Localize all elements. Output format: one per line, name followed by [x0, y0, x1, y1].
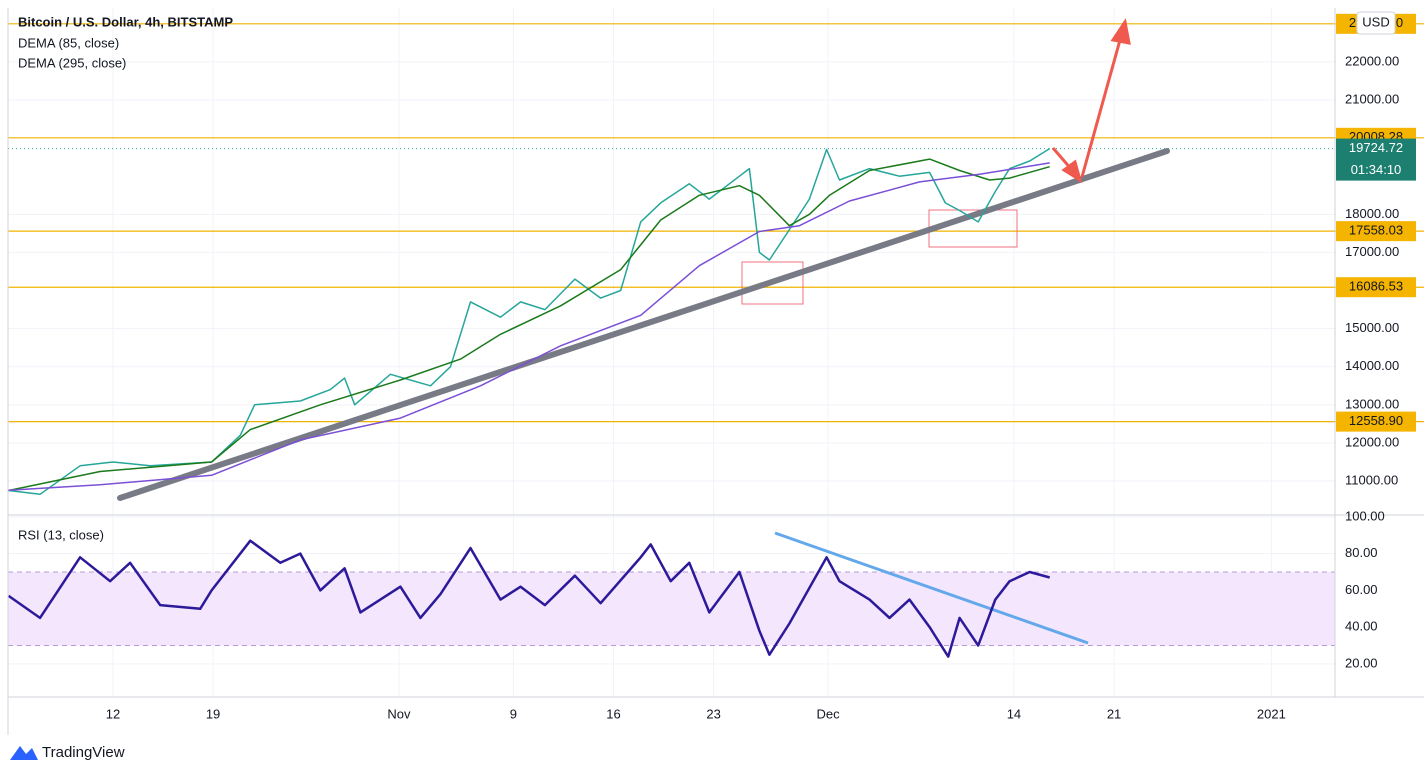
y-tick-label: 11000.00: [1345, 472, 1398, 487]
countdown: 01:34:10: [1351, 162, 1402, 177]
y-tick-label: 18000.00: [1345, 206, 1399, 221]
last-price: 19724.72: [1349, 140, 1403, 155]
y-tick-label: 15000.00: [1345, 320, 1399, 335]
rsi-trend-line: [774, 531, 1089, 645]
y-tick-label: 13000.00: [1345, 396, 1399, 411]
highlight-box: [741, 261, 804, 305]
level-label: 12558.90: [1349, 413, 1403, 428]
x-tick-label: 2021: [1257, 706, 1286, 721]
y-tick-label: 60.00: [1345, 582, 1378, 597]
line-series: [8, 158, 1050, 492]
y-tick-label: 100.00: [1345, 508, 1385, 523]
level-label: 16086.53: [1349, 279, 1403, 294]
logo: [10, 746, 38, 760]
y-tick-label: 22000.00: [1345, 53, 1399, 68]
x-tick-label: Nov: [387, 706, 411, 721]
x-tick-label: 16: [606, 706, 620, 721]
y-tick-label: 14000.00: [1345, 358, 1399, 373]
level-label-bg: [1336, 411, 1416, 432]
line-series: [7, 539, 1051, 658]
level-label: 17558.03: [1349, 223, 1403, 238]
level-label-bg: [1336, 277, 1416, 298]
y-tick-label: 40.00: [1345, 619, 1378, 634]
x-tick-label: 14: [1007, 706, 1021, 721]
branding: TradingView: [42, 744, 125, 761]
last-price-bg: [1336, 138, 1416, 181]
pane-title: RSI (13, close): [18, 527, 104, 542]
rsi-band: [8, 571, 1335, 646]
x-tick-label: 23: [706, 706, 720, 721]
x-tick-label: 12: [106, 706, 120, 721]
level-label-bg: [1336, 221, 1416, 242]
x-tick-label: 21: [1107, 706, 1121, 721]
x-tick-label: Dec: [816, 706, 840, 721]
x-tick-label: 9: [510, 706, 517, 721]
y-tick-label: 20.00: [1345, 655, 1378, 670]
y-tick-label: 80.00: [1345, 545, 1378, 560]
y-tick-label: 21000.00: [1345, 91, 1399, 106]
y-tick-label: 17000.00: [1345, 244, 1399, 259]
trend-line: [117, 148, 1170, 501]
currency-badge[interactable]: [1356, 11, 1396, 35]
legend-entry: DEMA (85, close): [18, 35, 119, 50]
legend-entry: DEMA (295, close): [18, 55, 126, 70]
currency[interactable]: USD: [1362, 14, 1389, 29]
chart-title: Bitcoin / U.S. Dollar, 4h, BITSTAMP: [18, 14, 233, 29]
x-tick-label: 19: [206, 706, 220, 721]
y-tick-label: 12000.00: [1345, 434, 1399, 449]
line-series: [8, 162, 1050, 491]
arrows: [1051, 18, 1131, 184]
